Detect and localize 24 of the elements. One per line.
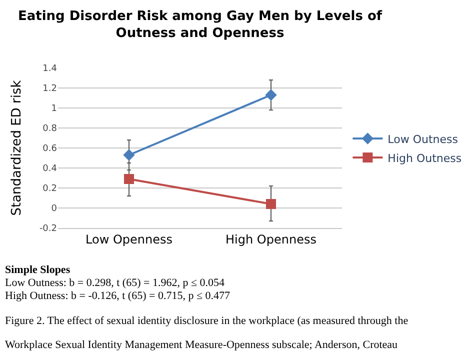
y-tick-label: 0 [51, 204, 58, 214]
text: Workplace Sexual Identity Management Measure-Openness subscale; Anderson, Croteau [5, 339, 398, 351]
chart-title: Eating Disorder Risk among Gay Men by Levels of Outness and Openness [18, 9, 382, 41]
point [266, 199, 276, 209]
y-tick-label: 0.2 [42, 184, 57, 194]
y-axis-title: Standardized ED risk [9, 80, 24, 216]
y-tick-label: 1 [51, 104, 57, 114]
y-tick-label: 0.4 [42, 164, 58, 174]
y-tick-label: 0.6 [42, 144, 58, 154]
text: Low Outness: b = 0.298, t (65) = 1.962, p ≤ 0.054 [5, 277, 225, 289]
caption: Figure 2. The effect of sexual identity disclosure in the workplace (as measured through the [5, 315, 408, 327]
point [265, 89, 277, 101]
x-tick-label: Low Openness [86, 232, 172, 246]
legend-label: Low Outness [388, 132, 458, 146]
y-tick-label: -0.2 [39, 224, 57, 234]
x-tick-label: High Openness [226, 232, 316, 246]
y-tick-label: 1.2 [42, 84, 57, 94]
point [124, 174, 134, 184]
text: High Outness: b = -0.126, t (65) = 0.715, p ≤ 0.477 [5, 290, 230, 302]
y-tick-label: 0.8 [42, 124, 58, 134]
y-tick-label: 1.4 [42, 64, 58, 74]
point [123, 149, 135, 161]
legend-label: High Outness [388, 152, 462, 165]
text: Simple Slopes [5, 264, 71, 276]
